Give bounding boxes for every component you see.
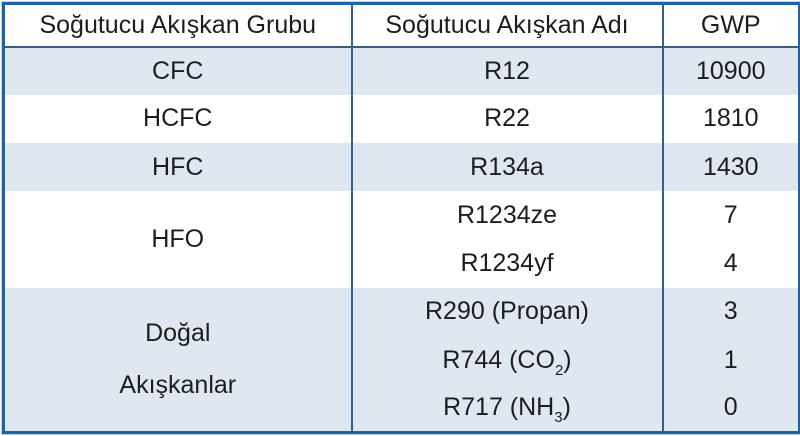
group-cell-hfo: HFO <box>3 191 352 288</box>
gwp-value-cell: 0 <box>661 384 800 433</box>
refrigerant-name-suffix: ) <box>563 345 572 374</box>
table-row-hcfc: HCFC R22 1810 <box>3 94 800 143</box>
gwp-value-cell: 1430 <box>661 143 800 192</box>
refrigerant-name-cell: R12 <box>350 46 663 95</box>
group-cell-hfc: HFC <box>3 143 352 192</box>
refrigerant-name-cell: R22 <box>350 94 663 143</box>
group-cell-cfc: CFC <box>3 46 352 95</box>
header-row: Soğutucu Akışkan Grubu Soğutucu Akışkan … <box>3 3 800 48</box>
header-gwp: GWP <box>661 3 800 48</box>
table-row-natural-1: Doğal Akışkanlar R290 (Propan) 3 <box>3 287 800 433</box>
refrigerant-name-cell: R290 (Propan) <box>350 287 663 336</box>
refrigerant-name-cell: R717 (NH3) <box>350 384 663 433</box>
refrigerant-name-cell: R1234ze <box>350 191 663 240</box>
chemical-subscript: 2 <box>554 361 564 379</box>
refrigerant-name-cell: R134a <box>350 143 663 192</box>
group-label-natural: Doğal Akışkanlar <box>11 307 345 411</box>
table-row-hfo-2: R1234yf 4 <box>4 239 800 288</box>
gwp-value-cell: 3 <box>661 287 800 336</box>
refrigerant-name-suffix: ) <box>562 393 571 421</box>
table-row-natural-3: R717 (NH3) 0 <box>4 384 800 433</box>
refrigerant-name-base: R744 (CO <box>442 345 555 374</box>
refrigerant-name-cell: R1234yf <box>350 239 663 288</box>
gwp-value-cell: 1 <box>661 336 800 385</box>
group-cell-hcfc: HCFC <box>3 94 352 143</box>
gwp-value-cell: 7 <box>661 191 800 240</box>
table-row-hfo-1: HFO R1234ze 7 <box>3 191 800 288</box>
group-label-line1: Doğal <box>145 319 211 348</box>
gwp-value-cell: 10900 <box>661 46 800 95</box>
table-row-cfc: CFC R12 10900 <box>3 46 800 95</box>
header-refrigerant-group: Soğutucu Akışkan Grubu <box>3 3 352 48</box>
gwp-value-cell: 4 <box>661 239 800 288</box>
refrigerant-name-cell: R744 (CO2) <box>350 336 663 385</box>
table-row-hfc: HFC R134a 1430 <box>3 143 800 192</box>
refrigerant-name-base: R717 (NH <box>443 393 555 421</box>
group-cell-natural: Doğal Akışkanlar <box>3 287 352 433</box>
chemical-subscript: 3 <box>554 409 563 426</box>
gwp-value-cell: 1810 <box>661 94 800 143</box>
header-refrigerant-name: Soğutucu Akışkan Adı <box>350 3 663 48</box>
table-row-natural-2: R744 (CO2) 1 <box>4 336 800 385</box>
group-label-line2: Akışkanlar <box>119 371 237 400</box>
